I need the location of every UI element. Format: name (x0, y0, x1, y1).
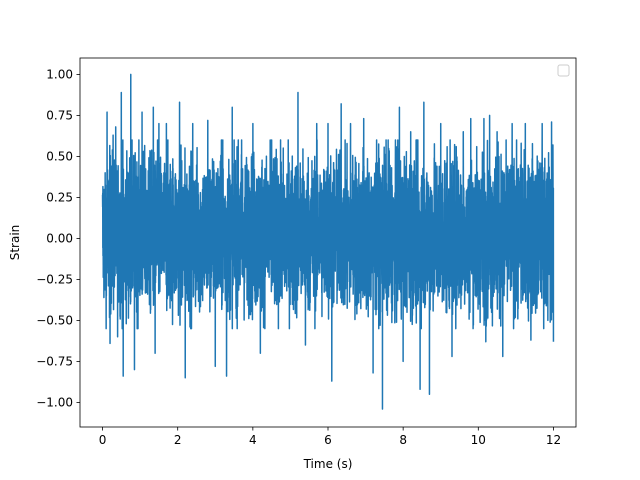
legend-box (557, 64, 570, 77)
y-tick-label: 0.50 (46, 150, 73, 164)
x-tick-label: 8 (399, 433, 407, 447)
x-axis-label: Time (s) (303, 457, 353, 471)
x-tick-label: 12 (546, 433, 561, 447)
x-tick-label: 4 (249, 433, 257, 447)
x-tick-label: 2 (174, 433, 182, 447)
y-axis-label: Strain (8, 225, 22, 261)
y-tick-label: −1.00 (36, 396, 73, 410)
y-axis-ticks: −1.00 −0.75 −0.50 −0.25 0.00 0.25 0.50 0.75 1.00 (36, 68, 80, 410)
x-tick-label: 6 (324, 433, 332, 447)
y-tick-label: 0.75 (46, 109, 73, 123)
y-tick-label: 0.25 (46, 191, 73, 205)
y-tick-label: −0.25 (36, 273, 73, 287)
series-layer (101, 73, 555, 410)
x-axis-ticks: 0 2 4 6 8 10 12 (99, 427, 561, 447)
y-tick-label: −0.50 (36, 314, 73, 328)
x-tick-label: 0 (99, 433, 107, 447)
strain-series-line (101, 73, 555, 410)
y-tick-label: 0.00 (46, 232, 73, 246)
y-tick-label: −0.75 (36, 355, 73, 369)
y-tick-label: 1.00 (46, 68, 73, 82)
x-tick-label: 10 (471, 433, 486, 447)
